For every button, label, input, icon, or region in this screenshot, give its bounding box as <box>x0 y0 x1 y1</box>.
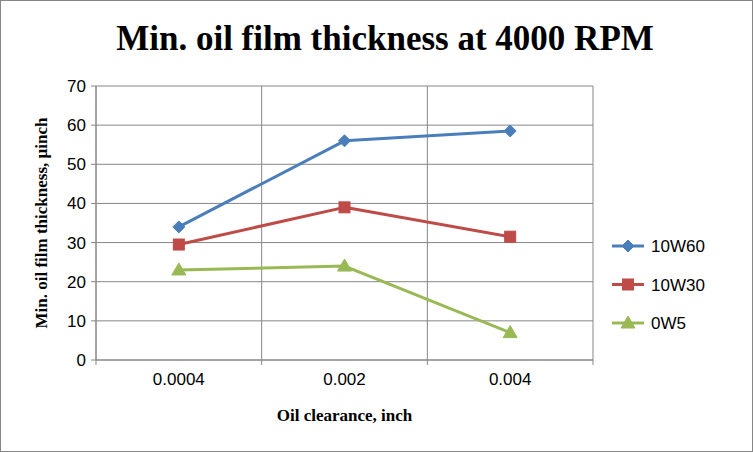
grid-line <box>96 242 593 243</box>
title: Min. oil film thickness at 4000 RPM <box>116 19 654 58</box>
x-tick-mark <box>427 360 428 365</box>
y-tick-label: 70 <box>67 77 86 96</box>
grid-line <box>96 281 593 282</box>
data-point <box>339 135 351 147</box>
y-tick-label: 30 <box>67 234 86 253</box>
y-tick-label: 50 <box>67 155 86 174</box>
x-axis-line <box>96 360 593 361</box>
y-tick-label: 60 <box>67 116 86 135</box>
tick-mark <box>91 320 96 321</box>
x-tick-mark <box>261 360 262 365</box>
tick-mark <box>91 164 96 165</box>
legend-label: 0W5 <box>651 314 686 333</box>
grid-line-v <box>261 86 262 360</box>
x-tick-label: 0.002 <box>323 370 366 389</box>
x-tick-mark <box>96 360 97 365</box>
series-line <box>179 266 510 333</box>
y-axis-title: Min. oil film thickness, µinch <box>32 117 51 329</box>
legend-marker <box>622 240 634 252</box>
x-axis-title: Oil clearance, inch <box>277 406 413 425</box>
data-point <box>172 263 186 275</box>
tick-mark <box>91 360 96 361</box>
tick-mark <box>91 86 96 87</box>
data-point <box>505 231 516 242</box>
y-tick-label: 20 <box>67 273 86 292</box>
legend-marker <box>623 279 634 290</box>
tick-mark <box>91 242 96 243</box>
data-point <box>173 221 185 233</box>
legend-label: 10W60 <box>651 237 705 256</box>
data-point <box>339 202 350 213</box>
grid-line <box>96 86 593 87</box>
tick-mark <box>91 281 96 282</box>
data-point <box>173 239 184 250</box>
chart: 0 10 20 30 40 50 60 70 0.0004 0.002 0.004 Min. oil … <box>0 0 753 452</box>
grid-line <box>96 360 593 361</box>
legend-marker <box>621 316 635 328</box>
y-tick-label: 0 <box>77 351 86 370</box>
data-point <box>338 259 352 271</box>
grid-line-v <box>96 86 97 360</box>
grid-line <box>96 164 593 165</box>
tick-mark <box>91 203 96 204</box>
legend-label: 10W30 <box>651 276 705 295</box>
plot-area <box>172 125 517 338</box>
grid-line <box>96 125 593 126</box>
x-tick-label: 0.0004 <box>153 370 205 389</box>
series-line <box>179 131 510 227</box>
data-point <box>504 125 516 137</box>
x-tick-mark <box>593 360 594 365</box>
chart-border <box>1 1 753 452</box>
y-tick-label: 10 <box>67 312 86 331</box>
y-tick-label: 40 <box>67 194 86 213</box>
tick-mark <box>91 125 96 126</box>
x-tick-label: 0.004 <box>489 370 532 389</box>
data-point <box>503 326 517 338</box>
grid-line <box>96 320 593 321</box>
y-axis-line <box>96 86 97 360</box>
grid-line-v <box>593 86 594 360</box>
legend: 10W60 10W30 0W5 <box>612 237 705 333</box>
